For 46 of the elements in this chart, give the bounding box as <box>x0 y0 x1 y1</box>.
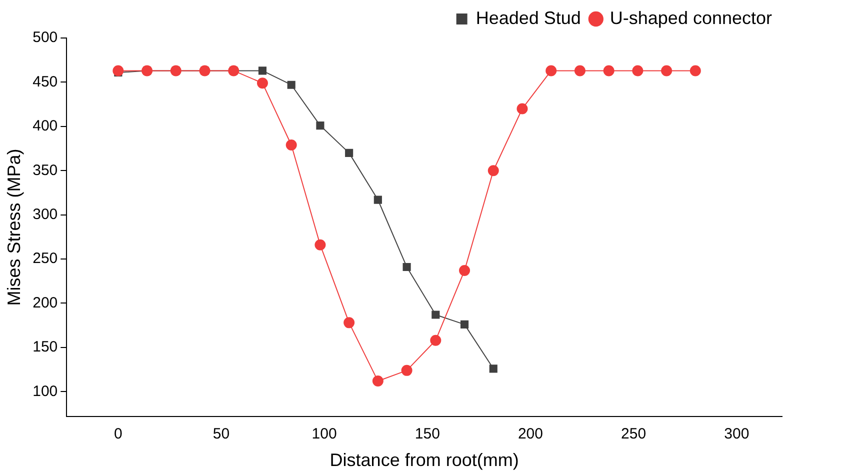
x-tick-label: 100 <box>312 426 337 443</box>
point <box>286 139 297 150</box>
x-tick-label: 0 <box>114 426 122 443</box>
point <box>374 196 382 204</box>
point <box>402 262 411 272</box>
point <box>258 66 267 75</box>
point <box>401 364 412 376</box>
y-tick-label: 350 <box>32 162 58 179</box>
y-tick-label: 450 <box>32 73 58 90</box>
point <box>430 334 442 346</box>
point <box>316 121 324 130</box>
point <box>489 364 498 373</box>
y-tick-label: 100 <box>32 382 58 400</box>
point <box>632 65 644 76</box>
x-axis-title: Distance from root(mm) <box>330 450 519 470</box>
x-tick-label: 250 <box>621 426 646 443</box>
point <box>256 78 268 89</box>
y-tick-label: 200 <box>32 294 58 312</box>
point <box>574 65 586 76</box>
x-tick-label: 300 <box>724 426 750 443</box>
point <box>603 65 614 76</box>
legend-label: U-shaped connector <box>610 8 772 28</box>
point <box>516 103 528 114</box>
y-tick-label: 150 <box>32 338 58 356</box>
y-tick-label: 300 <box>32 206 58 223</box>
y-tick-label: 250 <box>32 250 58 268</box>
y-axis-title: Mises Stress (MPa) <box>4 148 24 306</box>
point <box>287 80 296 89</box>
point <box>488 165 499 176</box>
point <box>372 376 384 387</box>
point <box>112 65 124 76</box>
point <box>459 265 470 276</box>
point <box>432 310 440 319</box>
x-tick-label: 150 <box>414 426 440 443</box>
point <box>314 239 326 250</box>
point <box>345 148 354 157</box>
point <box>661 65 672 76</box>
x-tick-label: 200 <box>518 426 543 443</box>
legend-label: Headed Stud <box>476 8 581 28</box>
point <box>344 317 355 328</box>
point <box>690 65 701 76</box>
point <box>460 320 469 328</box>
point <box>546 65 557 76</box>
y-tick-label: 500 <box>32 29 58 46</box>
y-tick-label: 400 <box>32 118 58 135</box>
x-tick-label: 50 <box>212 426 230 443</box>
